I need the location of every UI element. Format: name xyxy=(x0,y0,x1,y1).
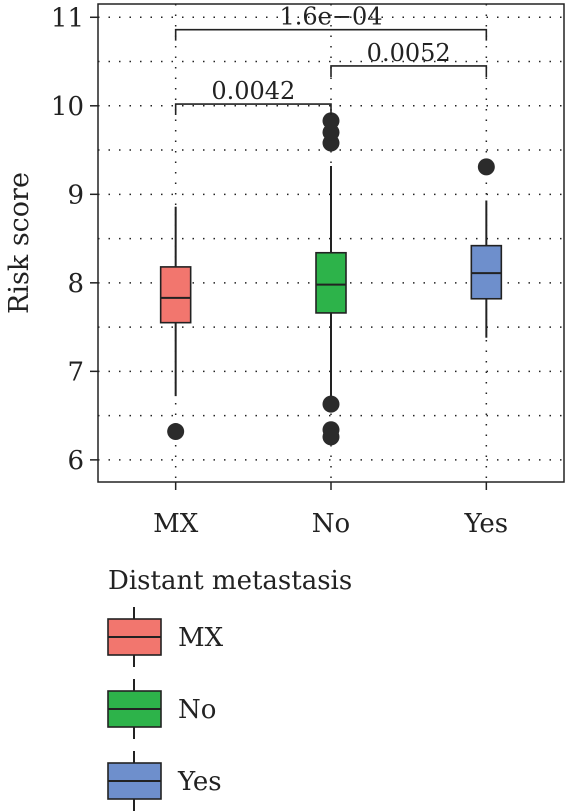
outlier-point xyxy=(322,428,340,446)
y-tick-label: 9 xyxy=(67,180,84,210)
box-body xyxy=(315,251,347,314)
box-yes xyxy=(470,158,503,338)
y-tick-label: 8 xyxy=(67,269,84,299)
legend-items: MX No Yes xyxy=(107,607,224,811)
bracket-line xyxy=(174,103,332,116)
bracket-line xyxy=(174,28,488,41)
legend-label: No xyxy=(178,695,216,725)
box-no xyxy=(315,112,347,446)
x-tick-label: MX xyxy=(153,509,199,539)
y-tick-label: 7 xyxy=(67,357,84,387)
p-value-label: 1.6e−04 xyxy=(279,3,382,31)
legend-item-mx: MX xyxy=(107,607,224,667)
outlier-point xyxy=(322,112,340,130)
comparison-bracket: 0.0042 xyxy=(174,77,332,116)
bracket-line xyxy=(330,65,488,77)
y-axis-label: Risk score xyxy=(4,172,35,314)
legend-title: Distant metastasis xyxy=(108,566,352,596)
outlier-point xyxy=(167,423,185,441)
x-tick-label: No xyxy=(312,509,350,539)
comparison-bracket: 0.0052 xyxy=(330,39,488,77)
y-axis: 6 7 8 9 10 11 xyxy=(51,3,98,476)
comparisons: 0.0042 0.0052 1.6e−04 xyxy=(174,3,488,116)
legend-item-no: No xyxy=(107,679,216,739)
y-tick-label: 11 xyxy=(51,3,84,33)
legend: Distant metastasis MX No Yes xyxy=(107,566,352,811)
outlier-point xyxy=(322,395,340,413)
p-value-label: 0.0052 xyxy=(367,39,451,67)
x-tick-label: Yes xyxy=(464,509,509,539)
y-tick-label: 6 xyxy=(67,446,84,476)
legend-label: MX xyxy=(178,623,224,653)
x-axis: MX No Yes xyxy=(153,482,508,539)
comparison-bracket: 1.6e−04 xyxy=(174,3,488,41)
legend-label: Yes xyxy=(177,767,222,797)
outlier-point xyxy=(477,158,495,176)
boxes xyxy=(159,112,503,446)
y-tick-label: 10 xyxy=(51,92,84,122)
box-body xyxy=(159,266,192,324)
p-value-label: 0.0042 xyxy=(211,77,295,105)
box-mx xyxy=(159,206,192,441)
legend-item-yes: Yes xyxy=(107,751,222,811)
